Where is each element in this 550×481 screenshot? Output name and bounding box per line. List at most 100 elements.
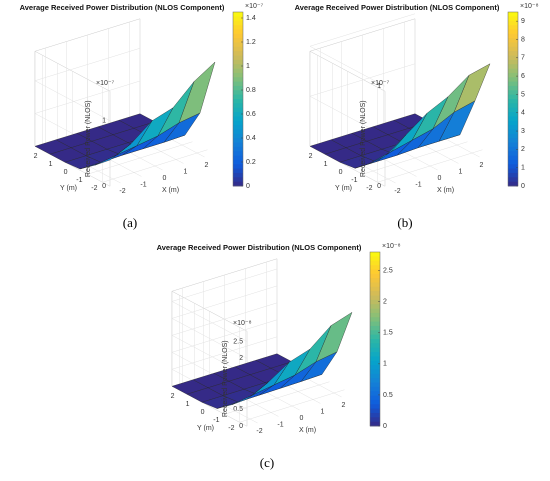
colorbar-band xyxy=(233,25,243,30)
y-tick-label: 1 xyxy=(324,161,328,168)
colorbar-band xyxy=(370,291,380,296)
colorbar-tick-label: 5 xyxy=(521,91,525,98)
colorbar-band xyxy=(233,129,243,135)
colorbar-band xyxy=(370,252,380,257)
colorbar-band xyxy=(370,317,380,322)
colorbar-tick-label: 0 xyxy=(521,183,525,190)
colorbar-tick-label: 2.5 xyxy=(383,267,393,274)
z-tick-label: 1 xyxy=(377,83,381,90)
colorbar-band xyxy=(233,81,243,87)
colorbar-band xyxy=(370,269,380,275)
colorbar-tick-label: 0.4 xyxy=(246,135,256,142)
colorbar-frame xyxy=(369,251,381,427)
colorbar-band xyxy=(233,29,243,35)
chart-title: Average Received Power Distribution (NLO… xyxy=(295,3,500,12)
colorbar-band xyxy=(233,72,243,78)
colorbar-band xyxy=(370,417,380,423)
x-tick-label: 0 xyxy=(438,175,442,182)
x-tick-label: 1 xyxy=(184,168,188,175)
colorbar-band xyxy=(508,159,518,165)
x-tick-label: 0 xyxy=(300,415,304,422)
x-axis-label: X (m) xyxy=(162,187,179,194)
colorbar-band xyxy=(233,112,243,117)
colorbar-tick-label: 9 xyxy=(521,18,525,25)
colorbar-band xyxy=(508,81,518,87)
colorbar-band xyxy=(508,155,518,161)
y-tick-label: 2 xyxy=(309,153,313,160)
colorbar-band xyxy=(233,12,243,17)
x-tick-label: 2 xyxy=(342,402,346,409)
surface-patch xyxy=(178,61,216,123)
colorbar-tick-label: 0 xyxy=(246,183,250,190)
z-axis-label: Received Power (NLOS) xyxy=(222,340,229,417)
colorbar-band xyxy=(508,146,518,152)
colorbar-tick-label: 3 xyxy=(521,128,525,135)
colorbar-band xyxy=(508,51,518,56)
grid-line xyxy=(171,268,278,342)
grid-line xyxy=(309,63,416,137)
colorbar-band xyxy=(508,99,518,104)
colorbar-tick-label: 8 xyxy=(521,36,525,43)
colorbar-tick-label: 1.5 xyxy=(383,330,393,337)
colorbar-band xyxy=(233,64,243,69)
colorbar-band xyxy=(370,373,380,379)
colorbar-band xyxy=(370,304,380,309)
colorbar-band xyxy=(370,295,380,301)
y-tick-label: 2 xyxy=(34,153,38,160)
colorbar-tick-label: 6 xyxy=(521,73,525,80)
x-tick-label: -1 xyxy=(415,181,421,188)
colorbar-tick-label: 0.5 xyxy=(383,392,393,399)
colorbar-band xyxy=(233,125,243,130)
colorbar-band xyxy=(233,107,243,113)
colorbar-band xyxy=(508,103,518,109)
colorbar-band xyxy=(370,278,380,283)
colorbar-band xyxy=(370,408,380,414)
z-tick-label: 0 xyxy=(102,183,106,190)
colorbar-frame xyxy=(507,11,519,187)
colorbar-band xyxy=(508,181,518,187)
colorbar-band xyxy=(233,51,243,56)
colorbar-band xyxy=(370,382,380,388)
colorbar-tick-label: 1.4 xyxy=(246,15,256,22)
y-tick-label: 1 xyxy=(186,401,190,408)
grid-line xyxy=(87,79,193,175)
grid-line xyxy=(171,285,278,359)
colorbar-band xyxy=(233,133,243,139)
x-tick-label: -2 xyxy=(256,428,262,435)
colorbar-band xyxy=(233,59,243,65)
colorbar-exponent: ×10⁻⁸ xyxy=(382,243,401,250)
colorbar-band xyxy=(370,404,380,409)
colorbar-exponent: ×10⁻⁷ xyxy=(245,3,264,10)
colorbar-band xyxy=(233,77,243,82)
colorbar-band xyxy=(233,181,243,187)
colorbar-tick-label: 1 xyxy=(383,361,387,368)
colorbar-tick-label: 0 xyxy=(383,423,387,430)
z-tick-label: 1 xyxy=(102,118,106,125)
colorbar-tick-label: 0.8 xyxy=(246,87,256,94)
grid-line xyxy=(171,302,278,376)
colorbar-band xyxy=(508,46,518,52)
colorbar-band xyxy=(370,343,380,349)
colorbar-band xyxy=(233,120,243,126)
x-tick-label: 1 xyxy=(321,408,325,415)
x-tick-label: 2 xyxy=(480,162,484,169)
grid-line xyxy=(34,47,141,121)
colorbar-band xyxy=(233,16,243,22)
x-axis-label: X (m) xyxy=(437,187,454,194)
y-tick-label: -2 xyxy=(91,185,97,192)
x-axis-label: X (m) xyxy=(299,427,316,434)
colorbar-band xyxy=(508,120,518,126)
surface-patch xyxy=(369,134,407,164)
colorbar-band xyxy=(508,33,518,39)
grid-line xyxy=(377,87,483,183)
colorbar-band xyxy=(233,55,243,61)
z-exponent: ×10⁻⁷ xyxy=(96,80,115,87)
colorbar-band xyxy=(508,112,518,117)
colorbar-band xyxy=(508,151,518,156)
z-tick-label: 0 xyxy=(239,423,243,430)
colorbar-band xyxy=(508,177,518,183)
y-tick-label: 0 xyxy=(201,409,205,416)
colorbar-tick-label: 1 xyxy=(246,63,250,70)
colorbar-tick-label: 0.6 xyxy=(246,111,256,118)
